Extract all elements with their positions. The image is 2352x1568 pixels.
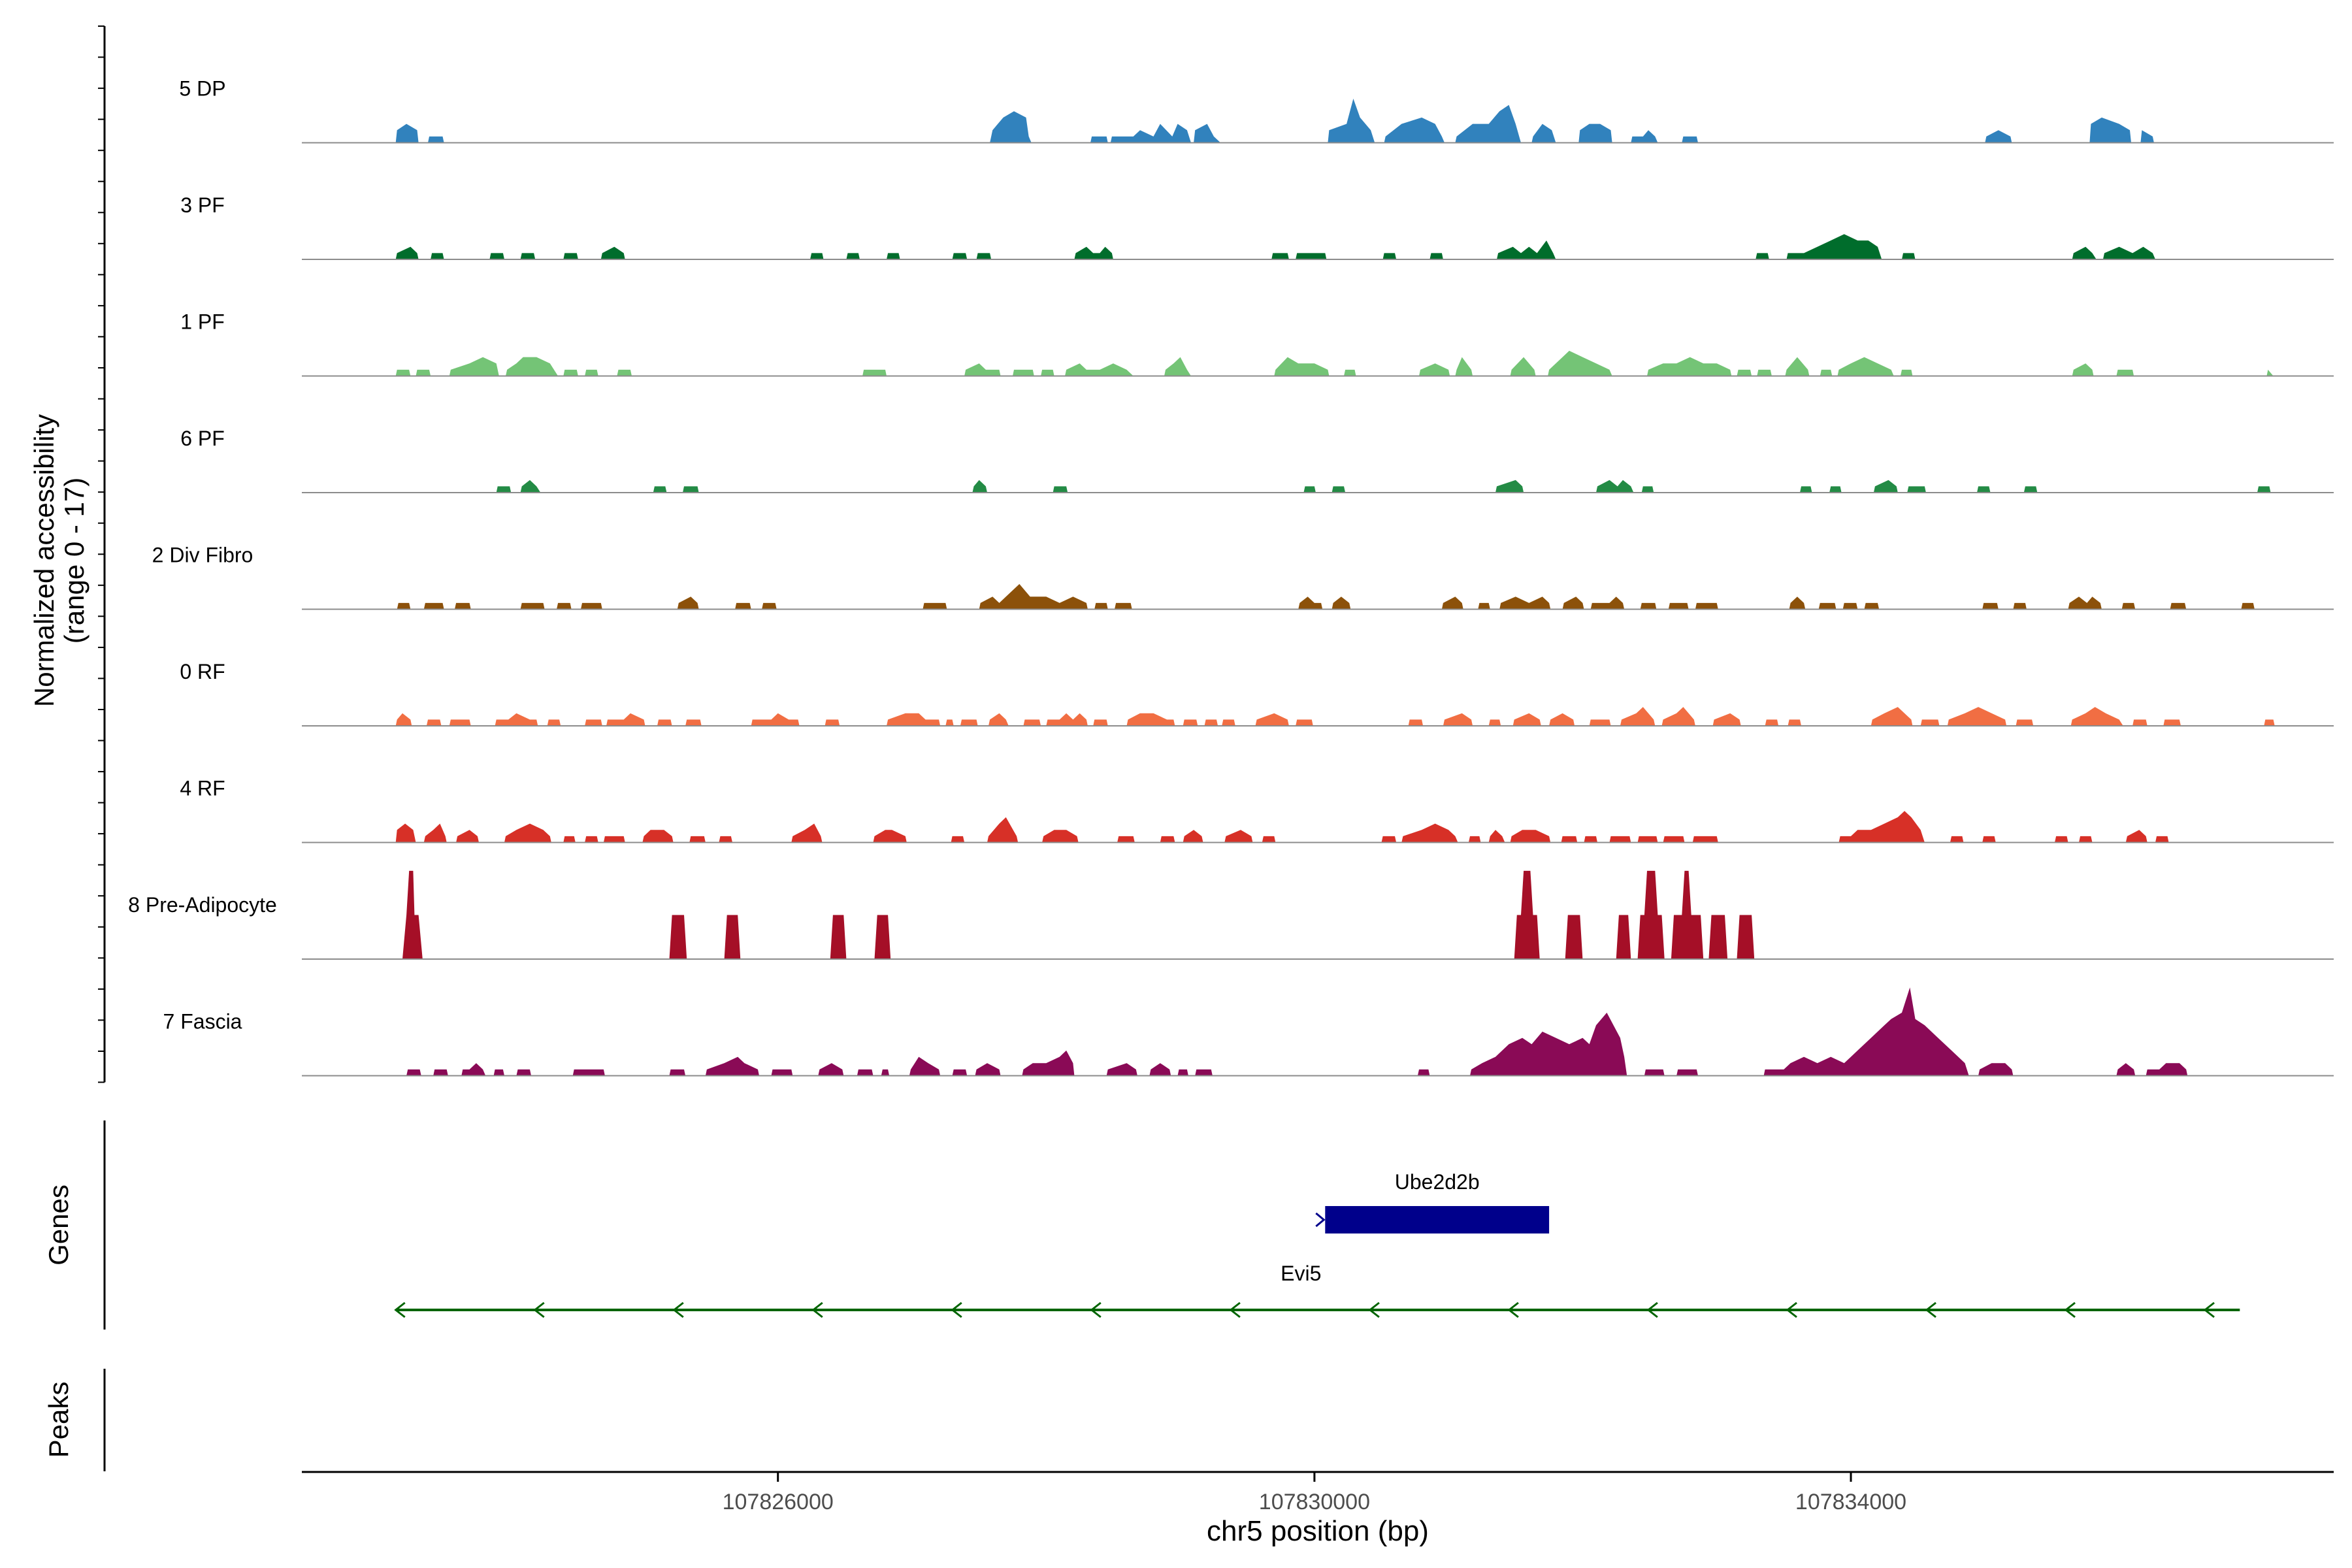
track-label-4-rf: 4 RF (180, 777, 225, 800)
coverage-area-8-pre-adipocyte (402, 870, 1755, 959)
gene-strand-arrow-evi5 (394, 1301, 406, 1318)
gene-strand-arrow-evi5 (1090, 1301, 1102, 1318)
track-label-7-fascia: 7 Fascia (163, 1010, 242, 1034)
track-5-dp: 5 DP (179, 77, 2334, 144)
x-axis-ticks: 107826000 107830000 107834000 (723, 1472, 1906, 1514)
track-label-0-rf: 0 RF (180, 660, 225, 683)
gene-strand-arrow-ube2d2b (1315, 1212, 1326, 1228)
gene-strand-arrow-evi5 (1368, 1301, 1380, 1318)
gene-strand-arrow-evi5 (1507, 1301, 1519, 1318)
track-8-pre-adipocyte: 8 Pre-Adipocyte (128, 870, 2334, 960)
track-1-pf: 1 PF (180, 310, 2334, 377)
gene-annotations: Ube2d2b Evi5 (394, 1170, 2240, 1318)
gene-strand-arrow-evi5 (811, 1301, 823, 1318)
coverage-area-4-rf (395, 811, 2169, 843)
track-6-pf: 6 PF (180, 427, 2334, 493)
track-2-div-fibro: 2 Div Fibro (152, 544, 2334, 610)
gene-label-evi5: Evi5 (1281, 1262, 1321, 1285)
gene-evi5: Evi5 (394, 1262, 2240, 1318)
gene-body-ube2d2b (1325, 1206, 1550, 1233)
gene-strand-arrow-evi5 (2064, 1301, 2076, 1318)
gene-label-ube2d2b: Ube2d2b (1395, 1170, 1480, 1194)
gene-strand-arrow-evi5 (1646, 1301, 1658, 1318)
track-4-rf: 4 RF (180, 777, 2334, 843)
track-label-8-pre-adipocyte: 8 Pre-Adipocyte (128, 893, 277, 917)
gene-strand-arrow-evi5 (1229, 1301, 1241, 1318)
track-label-2-div-fibro: 2 Div Fibro (152, 544, 253, 567)
y-axis-label-line1: Normalized accessibility (29, 414, 59, 707)
gene-strand-arrow-evi5 (951, 1301, 962, 1318)
x-axis-label: chr5 position (bp) (1207, 1515, 1429, 1547)
gene-strand-arrow-evi5 (533, 1301, 545, 1318)
x-tick-label: 107830000 (1259, 1490, 1370, 1514)
gene-strand-arrow-evi5 (1925, 1301, 1936, 1318)
coverage-y-ticks (98, 25, 105, 1083)
coverage-tracks: 5 DP 3 PF 1 PF 6 PF 2 Div Fibro 0 RF 4 RF 8 Pre… (128, 77, 2334, 1077)
track-label-6-pf: 6 PF (180, 427, 225, 450)
x-tick-label: 107826000 (723, 1490, 834, 1514)
track-label-1-pf: 1 PF (180, 310, 225, 334)
genes-track-label: Genes (43, 1184, 74, 1266)
peaks-track-label: Peaks (43, 1382, 74, 1458)
gene-strand-arrow-evi5 (2203, 1301, 2215, 1318)
y-axis-label-line2: (range 0 - 17) (59, 478, 90, 644)
coverage-area-2-div-fibro (397, 583, 2255, 610)
gene-strand-arrow-evi5 (1786, 1301, 1797, 1318)
coverage-area-1-pf (395, 350, 2274, 376)
gene-ube2d2b: Ube2d2b (1315, 1170, 1550, 1233)
track-7-fascia: 7 Fascia (163, 987, 2334, 1077)
coverage-y-axis (98, 25, 106, 1083)
coverage-area-0-rf (395, 707, 2275, 726)
track-label-3-pf: 3 PF (180, 193, 225, 217)
x-tick-label: 107834000 (1795, 1490, 1906, 1514)
coverage-area-3-pf (395, 234, 2156, 259)
track-label-5-dp: 5 DP (179, 77, 225, 101)
gene-strand-arrow-evi5 (672, 1301, 684, 1318)
track-3-pf: 3 PF (180, 193, 2334, 260)
track-0-rf: 0 RF (180, 660, 2334, 727)
